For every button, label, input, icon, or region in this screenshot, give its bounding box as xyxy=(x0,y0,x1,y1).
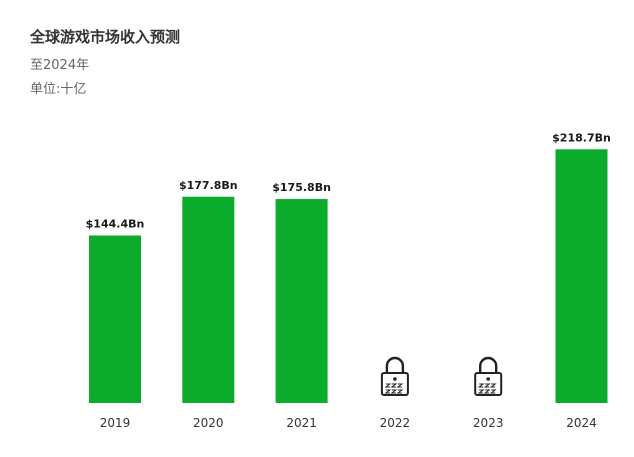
x-tick-label-2021: 2021 xyxy=(286,416,317,430)
data-label-2021: $175.8Bn xyxy=(272,181,331,194)
bar-2019 xyxy=(89,235,141,403)
chart-unit-label: 单位:十亿 xyxy=(30,82,87,97)
padlock-icon xyxy=(380,356,409,396)
x-tick-label-2023: 2023 xyxy=(473,416,504,430)
chart-subtitle: 至2024年 xyxy=(30,58,90,73)
data-label-2020: $177.8Bn xyxy=(179,179,238,192)
chart-title: 全球游戏市场收入预测 xyxy=(30,28,181,46)
bar-2021 xyxy=(275,199,328,403)
x-tick-label-2019: 2019 xyxy=(100,416,131,430)
data-label-2019: $144.4Bn xyxy=(86,217,145,230)
padlock-icon xyxy=(474,356,503,396)
x-tick-label-2024: 2024 xyxy=(566,416,597,430)
bar-2020 xyxy=(182,196,235,403)
x-tick-label-2022: 2022 xyxy=(380,416,411,430)
x-tick-label-2020: 2020 xyxy=(193,416,224,430)
bar-2024 xyxy=(555,149,608,403)
data-label-2024: $218.7Bn xyxy=(552,131,611,144)
